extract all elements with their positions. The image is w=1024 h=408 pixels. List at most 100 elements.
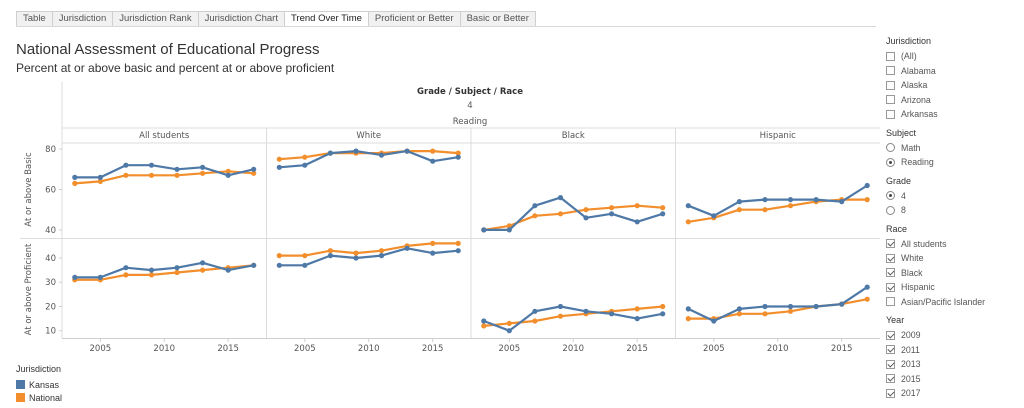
data-point-kansas-2009 <box>148 162 155 168</box>
checkbox-icon[interactable] <box>886 345 895 355</box>
data-point-kansas-2003 <box>276 262 282 268</box>
data-point-kansas-2009 <box>762 303 768 310</box>
filter-option-label: 2011 <box>901 344 920 355</box>
data-point-kansas-2015 <box>839 199 845 205</box>
radio-icon[interactable] <box>886 205 895 215</box>
filter-option-subject-math[interactable]: Math <box>886 141 1024 156</box>
data-point-kansas-2013 <box>813 303 819 310</box>
series-line-kansas-white-at-or-above-basic <box>279 150 459 169</box>
data-point-kansas-2003 <box>481 318 487 324</box>
y-tick-label: 60 <box>45 186 56 196</box>
column-header-hispanic: Hispanic <box>760 131 797 141</box>
data-point-national-2005 <box>302 253 308 259</box>
series-line-kansas-black-at-or-above-basic <box>483 196 664 231</box>
filter-option-year-2009[interactable]: 2009 <box>886 328 1024 343</box>
checkbox-icon[interactable] <box>886 66 895 76</box>
filter-option-jurisdiction-arizona[interactable]: Arizona <box>886 93 1024 108</box>
data-point-kansas-2011 <box>583 308 589 314</box>
checkbox-icon[interactable] <box>886 330 895 340</box>
data-point-national-2005 <box>302 154 308 160</box>
data-point-kansas-2015 <box>634 316 640 322</box>
filter-option-label: 2015 <box>901 373 921 384</box>
filter-option-year-2013[interactable]: 2013 <box>886 357 1024 372</box>
checkbox-icon[interactable] <box>886 51 895 61</box>
radio-icon[interactable] <box>886 157 895 167</box>
data-point-national-2013 <box>609 205 615 211</box>
checkbox-icon[interactable] <box>886 297 895 307</box>
filter-title-jurisdiction: Jurisdiction <box>886 36 932 46</box>
checkbox-icon[interactable] <box>886 80 895 90</box>
filter-option-year-2011[interactable]: 2011 <box>886 343 1024 358</box>
filter-option-label: 8 <box>901 205 906 216</box>
data-point-kansas-2009 <box>353 148 359 154</box>
column-header-black: Black <box>562 131 585 141</box>
radio-icon[interactable] <box>886 143 895 153</box>
data-point-national-2003 <box>276 156 282 162</box>
checkbox-icon[interactable] <box>886 359 895 369</box>
data-point-national-2017 <box>251 170 257 176</box>
data-point-kansas-2017 <box>455 154 461 160</box>
filter-option-jurisdiction-alabama[interactable]: Alabama <box>886 64 1024 79</box>
filter-option-race-white[interactable]: White <box>886 251 1024 266</box>
checkbox-icon[interactable] <box>886 239 895 249</box>
filter-option-jurisdiction-alaska[interactable]: Alaska <box>886 78 1024 93</box>
data-point-national-2017 <box>455 150 461 156</box>
data-point-national-2003 <box>481 323 487 329</box>
filter-option-subject-reading[interactable]: Reading <box>886 155 1024 170</box>
data-point-national-2017 <box>660 205 666 211</box>
checkbox-icon[interactable] <box>886 109 895 119</box>
filter-option-grade-8[interactable]: 8 <box>886 203 1024 218</box>
filter-option-label: Black <box>901 267 923 278</box>
filter-option-race-asian-pacific-islander[interactable]: Asian/Pacific Islander <box>886 295 1024 310</box>
filter-option-year-2017[interactable]: 2017 <box>886 386 1024 401</box>
filter-option-race-hispanic[interactable]: Hispanic <box>886 280 1024 295</box>
filter-option-year-2015[interactable]: 2015 <box>886 372 1024 387</box>
series-line-national-all-students-at-or-above-basic <box>74 170 254 185</box>
data-point-kansas-2005 <box>711 213 717 219</box>
filter-option-race-all-students[interactable]: All students <box>886 237 1024 252</box>
series-line-kansas-hispanic-at-or-above-basic <box>687 184 868 217</box>
data-point-national-2007 <box>532 213 538 219</box>
x-tick-label: 2005 <box>499 344 521 354</box>
series-line-kansas-black-at-or-above-proficient <box>483 305 663 332</box>
data-point-kansas-2005 <box>97 274 103 280</box>
data-point-national-2011 <box>787 308 794 314</box>
data-point-national-2017 <box>864 296 870 302</box>
checkbox-icon[interactable] <box>886 95 895 105</box>
filter-option-label: 2013 <box>901 359 921 370</box>
series-line-kansas-all-students-at-or-above-basic <box>74 164 254 179</box>
series-line-kansas-all-students-at-or-above-proficient <box>74 261 254 279</box>
filter-option-grade-4[interactable]: 4 <box>886 189 1024 204</box>
data-point-kansas-2003 <box>685 306 691 312</box>
row-label-at-or-above-basic: At or above Basic <box>24 152 34 227</box>
data-point-kansas-2015 <box>634 219 640 225</box>
data-point-kansas-2009 <box>762 197 768 203</box>
legend-item-kansas[interactable]: Kansas <box>16 378 62 391</box>
filter-option-label: Alabama <box>901 65 936 76</box>
trend-chart: Grade / Subject / Race 4 Reading All studen… <box>20 82 880 354</box>
data-point-kansas-2005 <box>506 227 512 233</box>
data-point-kansas-2005 <box>302 262 308 268</box>
checkbox-icon[interactable] <box>886 268 895 278</box>
filter-option-race-black[interactable]: Black <box>886 266 1024 281</box>
data-point-national-2005 <box>97 178 103 184</box>
legend-label-kansas: Kansas <box>29 379 60 390</box>
data-point-kansas-2011 <box>378 253 385 259</box>
radio-icon[interactable] <box>886 191 895 201</box>
checkbox-icon[interactable] <box>886 253 895 263</box>
data-point-kansas-2013 <box>200 260 206 266</box>
data-point-national-2015 <box>225 168 231 174</box>
filter-title-grade: Grade <box>886 175 912 186</box>
filter-title-year: Year <box>886 315 905 325</box>
checkbox-icon[interactable] <box>886 388 895 398</box>
series-line-national-black-at-or-above-proficient <box>483 305 663 327</box>
data-point-kansas-2011 <box>787 197 794 203</box>
x-tick-label: 2015 <box>422 344 444 354</box>
data-point-national-2015 <box>634 203 640 209</box>
filter-option-jurisdiction-arkansas[interactable]: Arkansas <box>886 107 1024 122</box>
legend-item-national[interactable]: National <box>16 391 62 404</box>
checkbox-icon[interactable] <box>886 282 895 292</box>
data-point-kansas-2017 <box>660 311 666 317</box>
checkbox-icon[interactable] <box>886 374 895 384</box>
filter-option-jurisdiction-all[interactable]: (All) <box>886 49 1024 64</box>
